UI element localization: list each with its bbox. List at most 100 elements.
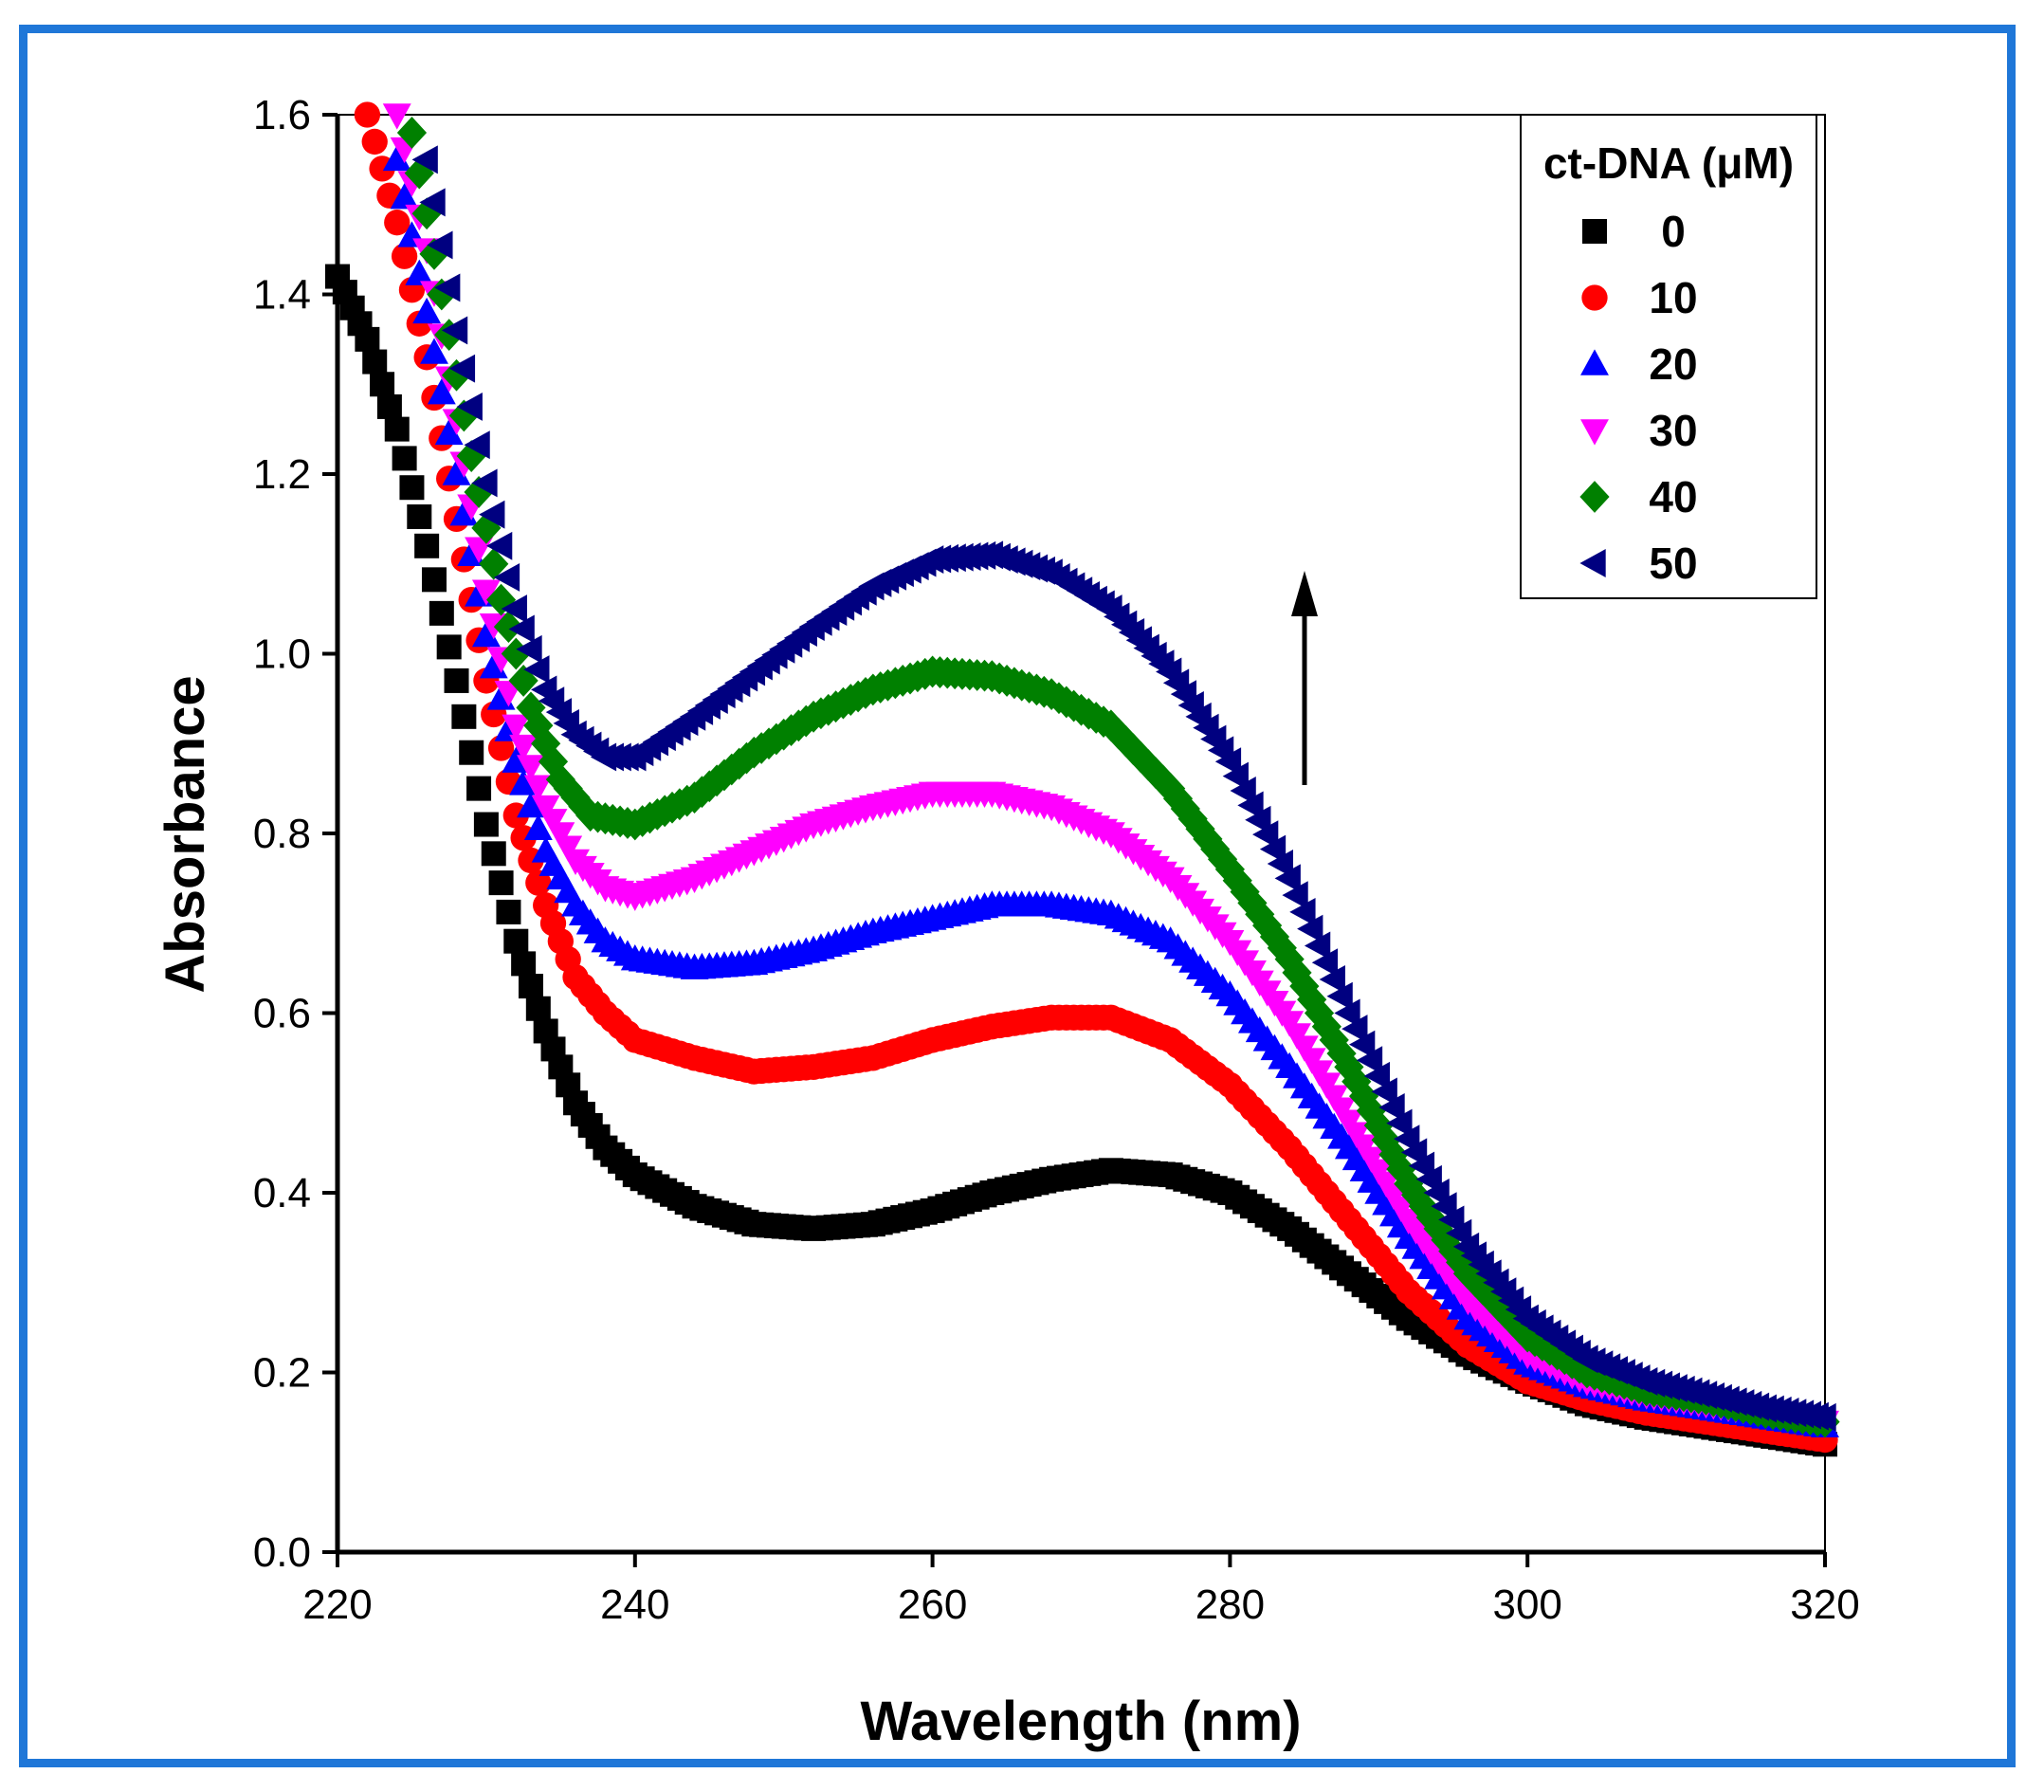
data-point <box>493 563 520 592</box>
data-point <box>419 237 449 270</box>
legend-marker-40 <box>1579 481 1610 513</box>
y-tick-label: 0.0 <box>253 1529 311 1576</box>
data-point <box>419 188 446 217</box>
data-point <box>1245 898 1275 931</box>
data-point <box>420 338 448 364</box>
data-point <box>442 459 471 485</box>
data-point <box>1438 1234 1469 1268</box>
data-point <box>407 504 432 530</box>
legend-box <box>1520 114 1817 599</box>
data-point <box>396 117 428 149</box>
data-point <box>1326 1037 1357 1070</box>
data-point <box>554 835 583 862</box>
data-point <box>1274 864 1301 893</box>
data-point <box>1371 1077 1397 1106</box>
data-point <box>1185 813 1215 846</box>
legend: ct-DNA (μM) 0 10 20 30 40 50 <box>1520 114 1817 599</box>
data-point <box>392 446 417 471</box>
data-point <box>451 704 477 729</box>
data-point <box>427 230 453 260</box>
data-point <box>1214 747 1242 777</box>
data-point <box>523 775 553 801</box>
data-point <box>488 870 514 896</box>
data-point <box>1297 983 1327 1016</box>
data-point <box>382 103 411 130</box>
data-point <box>427 378 456 405</box>
y-tick-label: 1.0 <box>253 631 311 678</box>
x-tick-label: 240 <box>600 1582 669 1628</box>
data-point <box>355 326 380 352</box>
data-point <box>362 349 388 375</box>
data-point <box>531 795 560 822</box>
data-point <box>1378 1093 1405 1122</box>
data-point <box>1222 761 1249 791</box>
data-point <box>466 776 492 801</box>
data-point <box>444 667 469 693</box>
data-point <box>1356 1094 1387 1127</box>
data-point <box>496 899 521 924</box>
data-point <box>1341 1015 1368 1044</box>
data-point <box>518 974 543 999</box>
data-point <box>471 620 501 648</box>
data-point <box>487 735 515 761</box>
y-tick-label: 0.4 <box>253 1170 311 1216</box>
data-point <box>545 763 575 796</box>
data-point <box>509 734 538 761</box>
data-point <box>1230 777 1256 805</box>
series-50 <box>411 145 1836 1432</box>
data-point <box>434 273 461 302</box>
legend-marker-0 <box>1582 219 1607 244</box>
data-point <box>509 769 538 795</box>
y-tick-label: 1.4 <box>253 272 311 319</box>
data-point <box>421 567 447 593</box>
data-point <box>464 476 494 508</box>
data-point <box>1371 1124 1401 1157</box>
y-tick-label: 0.2 <box>253 1350 311 1397</box>
data-point <box>1311 1010 1341 1043</box>
legend-items: 0 10 20 30 40 50 <box>1579 207 1698 588</box>
axis-ticks: 220 240 260 280 300 3200.00.20.40.60.81.01.21… <box>253 92 1860 1628</box>
data-point <box>1237 791 1264 820</box>
data-point <box>485 531 513 560</box>
data-point <box>523 655 550 685</box>
data-point <box>405 259 434 285</box>
data-point <box>370 372 395 397</box>
data-point <box>354 101 381 128</box>
data-point <box>538 809 568 835</box>
data-point <box>502 714 531 741</box>
data-point <box>1319 1024 1349 1056</box>
data-point <box>1259 921 1290 953</box>
y-tick-label: 1.6 <box>253 92 311 138</box>
legend-label-0: 0 <box>1661 207 1686 256</box>
data-point <box>1245 805 1271 834</box>
legend-label-30: 30 <box>1649 406 1697 455</box>
data-point <box>361 128 388 155</box>
data-point <box>479 547 509 580</box>
data-point <box>1431 1223 1461 1256</box>
data-point <box>511 951 537 977</box>
data-point <box>1311 948 1339 978</box>
legend-marker-20 <box>1580 349 1609 375</box>
data-point <box>464 430 490 460</box>
data-point <box>434 418 464 446</box>
data-point <box>411 145 438 174</box>
y-tick-label: 1.2 <box>253 451 311 498</box>
data-point <box>391 243 418 269</box>
data-point <box>376 393 402 419</box>
data-point <box>516 691 546 724</box>
data-point <box>1282 881 1308 910</box>
data-point <box>1252 909 1283 942</box>
data-point <box>441 358 472 392</box>
legend-marker-10 <box>1581 284 1608 311</box>
series-0 <box>325 264 1837 1457</box>
data-point <box>508 614 535 644</box>
data-point <box>1810 1402 1836 1432</box>
data-point <box>531 727 561 760</box>
data-point <box>459 740 484 765</box>
data-point <box>456 392 483 421</box>
data-point <box>525 996 551 1021</box>
data-point <box>1349 1030 1376 1059</box>
y-axis-title: Absorbance <box>155 675 216 993</box>
data-point <box>1334 998 1360 1028</box>
x-axis-title: Wavelength (nm) <box>860 1691 1301 1752</box>
